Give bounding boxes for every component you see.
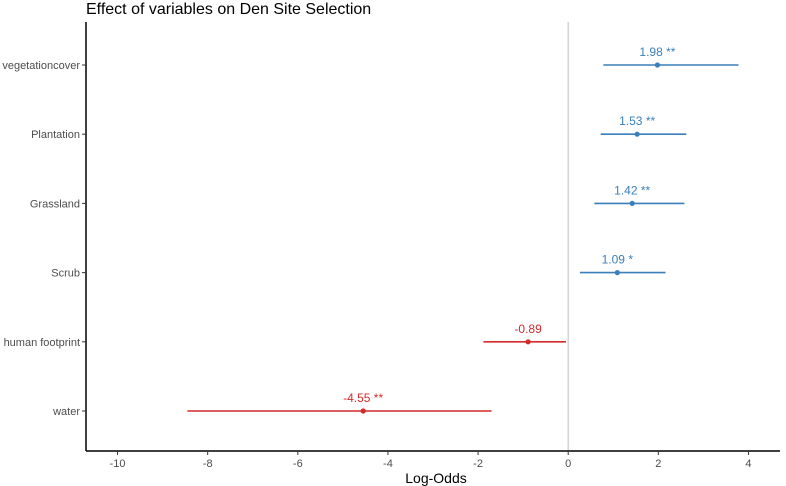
- y-tick-label: human footprint: [4, 337, 80, 349]
- x-tick-label: -6: [293, 458, 303, 470]
- estimate-point: [629, 200, 635, 206]
- x-tick-label: 4: [745, 458, 751, 470]
- estimate-label: -4.55 **: [343, 391, 383, 405]
- y-tick-labels: vegetationcover Plantation Grassland Scrub h…: [2, 60, 86, 418]
- estimate-point: [360, 408, 366, 414]
- axes: [85, 22, 780, 452]
- y-tick-label: Grassland: [30, 198, 80, 210]
- y-tick-label: Scrub: [51, 268, 80, 280]
- estimate-point: [614, 270, 620, 276]
- x-tick-label: -8: [203, 458, 213, 470]
- estimate-label: 1.42 **: [614, 183, 650, 197]
- estimate-label: 1.98 **: [639, 45, 675, 59]
- y-tick-label: water: [52, 406, 80, 418]
- estimate-point: [634, 131, 640, 137]
- estimate-label: -0.89: [514, 322, 542, 336]
- estimate-label: 1.53 **: [619, 114, 655, 128]
- y-tick-label: vegetationcover: [2, 60, 80, 72]
- y-tick-label: Plantation: [31, 129, 80, 141]
- x-tick-label: -2: [473, 458, 483, 470]
- estimate-marks: 1.98 ** 1.53 ** 1.42 ** 1.09 * -0.89 -4.55 **: [187, 45, 739, 414]
- estimate-point: [525, 339, 531, 345]
- x-tick-labels: -10 -8 -6 -4 -2 0 2 4: [110, 451, 752, 470]
- chart-title: Effect of variables on Den Site Selectio…: [86, 1, 371, 18]
- x-tick-label: 2: [655, 458, 661, 470]
- estimate-label: 1.09 *: [602, 253, 634, 267]
- x-tick-label: -4: [383, 458, 393, 470]
- estimate-point: [654, 62, 661, 68]
- x-tick-label: 0: [565, 458, 571, 470]
- x-axis-label: Log-Odds: [405, 470, 466, 486]
- x-tick-label: -10: [110, 458, 126, 470]
